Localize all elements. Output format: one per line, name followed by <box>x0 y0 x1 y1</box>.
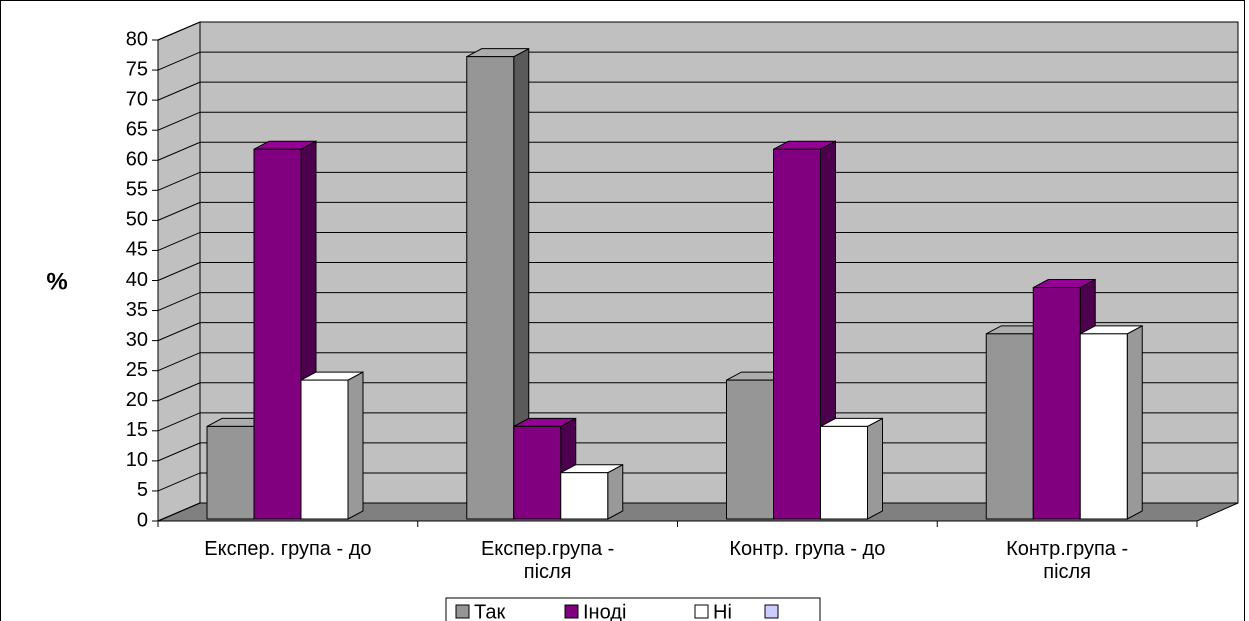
bar-side <box>1126 324 1143 520</box>
x-tick-label: Контр.група - після <box>1006 538 1129 583</box>
grid-line <box>157 502 1238 522</box>
grid-line <box>157 382 1238 402</box>
bar <box>985 333 1034 520</box>
legend-swatch <box>564 604 579 619</box>
y-tick-label: 65 <box>126 118 148 140</box>
x-tick-label: Експер. група - до <box>204 538 372 560</box>
legend-swatch <box>764 604 779 619</box>
bar <box>466 56 515 520</box>
grid-line <box>157 111 1238 131</box>
y-tick-label: 35 <box>126 299 148 321</box>
grid-line <box>157 322 1238 342</box>
plot-walls <box>157 21 1239 522</box>
y-tick-label: 60 <box>126 149 148 171</box>
legend-swatch <box>694 604 709 619</box>
legend-swatch <box>455 604 470 619</box>
y-tick-label: 80 <box>126 28 148 50</box>
bar-side <box>607 463 624 520</box>
grid-line <box>157 141 1238 161</box>
y-tick-label: 40 <box>126 269 148 291</box>
y-tick-label: 25 <box>126 359 148 381</box>
bar <box>560 472 609 520</box>
grid-line <box>157 201 1238 221</box>
grid-line <box>157 171 1238 191</box>
y-tick-label: 30 <box>126 329 148 351</box>
y-tick-label: 70 <box>126 88 148 110</box>
bar <box>513 425 562 520</box>
bar <box>1032 287 1081 520</box>
legend-label: Іноді <box>583 601 626 621</box>
bar-side <box>347 371 364 520</box>
bar <box>820 425 868 520</box>
grid-line <box>157 292 1238 312</box>
y-tick-label: 50 <box>126 209 148 231</box>
grid-line <box>157 262 1238 281</box>
grid-line <box>157 352 1238 372</box>
bar <box>206 425 255 520</box>
y-tick-label: 55 <box>126 179 148 201</box>
y-tick-label: 45 <box>126 239 148 261</box>
legend-label: Ні <box>713 601 732 621</box>
grid-line <box>157 442 1238 462</box>
y-tick-label: 5 <box>137 479 148 501</box>
bar <box>773 148 821 520</box>
bar <box>726 379 774 520</box>
bar <box>1079 333 1128 520</box>
grid-line <box>157 412 1238 432</box>
y-axis-label: % <box>46 268 67 295</box>
bar <box>253 148 302 520</box>
x-tick-label: Контр. група - до <box>729 538 886 560</box>
bar-side <box>867 417 883 520</box>
y-tick-label: 20 <box>126 389 148 411</box>
grid-line <box>157 231 1238 251</box>
grid-line <box>157 472 1238 492</box>
y-tick-label: 10 <box>126 449 148 471</box>
x-tick-label: Експер.група - після <box>480 538 615 583</box>
grid-line <box>157 51 1238 71</box>
y-tick-label: 15 <box>126 419 148 441</box>
grid-line <box>157 21 1238 41</box>
legend-label: Так <box>474 601 505 621</box>
grid-line <box>157 81 1238 101</box>
y-tick-label: 75 <box>126 58 148 80</box>
legend-box <box>445 597 821 621</box>
bar <box>300 379 349 520</box>
y-tick-label: 0 <box>137 509 148 531</box>
